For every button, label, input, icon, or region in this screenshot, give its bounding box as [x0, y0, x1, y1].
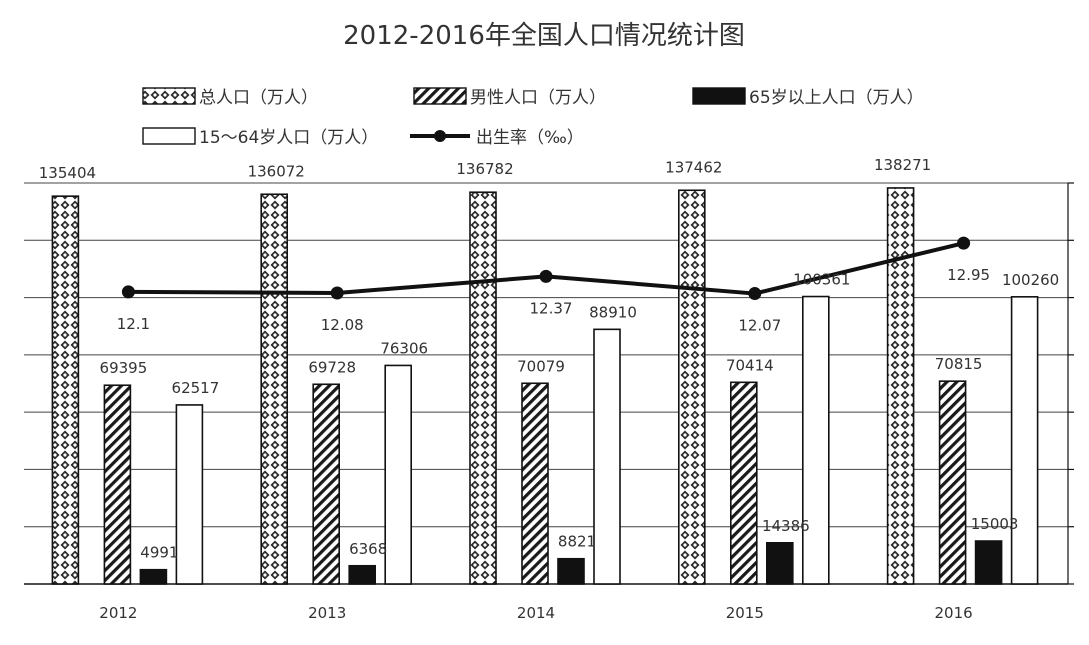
birth-rate-point — [748, 287, 762, 301]
data-labels: 135404 136072 136782 137462 138271 69395 69728… — [39, 156, 1059, 562]
bar-value-label: 69395 — [100, 359, 148, 377]
bar-value-label: 70079 — [517, 357, 565, 375]
bar-value-label: 14386 — [762, 517, 810, 535]
bar-dots — [886, 187, 915, 585]
bar-empty — [384, 364, 413, 585]
bar-value-label: 15003 — [971, 515, 1019, 533]
birth-rate-label: 12.1 — [117, 315, 150, 333]
bar-value-label: 70815 — [935, 355, 983, 373]
birth-rate-label: 12.95 — [947, 266, 990, 284]
bar-empty — [593, 328, 621, 585]
bar-value-label: 136782 — [456, 160, 513, 178]
x-tick-label: 2015 — [726, 604, 764, 622]
bars — [51, 187, 1039, 585]
legend-label: 65岁以上人口（万人） — [749, 88, 924, 108]
birth-rate-point — [539, 269, 553, 283]
legend-label: 总人口（万人） — [199, 88, 318, 108]
birth-rate-label: 12.08 — [321, 316, 364, 334]
birth-rate-line — [121, 236, 971, 301]
bar-value-label: 136072 — [248, 162, 305, 180]
bar-value-label: 69728 — [308, 358, 356, 376]
bar-dots — [51, 195, 80, 585]
bar-dots — [469, 191, 497, 585]
bar-value-label: 100361 — [793, 271, 850, 289]
legend-swatch-hatch — [413, 87, 467, 105]
birth-rate-label: 12.37 — [530, 299, 573, 317]
birth-rate-point — [121, 285, 135, 299]
bar-empty — [175, 404, 204, 585]
bar-empty — [1010, 296, 1039, 585]
chart-title: 2012-2016年全国人口情况统计图 — [343, 21, 745, 51]
bar-solid — [348, 564, 377, 585]
birth-rate-label: 12.07 — [738, 317, 781, 335]
bar-dots — [260, 193, 289, 585]
legend-swatch-dots — [142, 87, 196, 105]
bar-value-label: 6368 — [349, 540, 387, 558]
legend-swatch-solid — [692, 87, 746, 105]
bar-value-label: 4991 — [140, 544, 178, 562]
x-tick-label: 2016 — [935, 604, 973, 622]
bar-hatch — [521, 382, 549, 585]
legend-label: 出生率（‰） — [476, 128, 584, 148]
legend-label: 男性人口（万人） — [470, 88, 606, 108]
bar-value-label: 135404 — [39, 164, 96, 182]
legend-label: 15～64岁人口（万人） — [199, 128, 378, 148]
bar-value-label: 137462 — [665, 158, 722, 176]
bar-value-label: 88910 — [589, 303, 637, 321]
bar-hatch — [938, 380, 967, 585]
bar-value-label: 8821 — [558, 533, 596, 551]
bar-value-label: 100260 — [1002, 271, 1059, 289]
bar-value-label: 76306 — [380, 339, 428, 357]
x-tick-label: 2012 — [99, 604, 137, 622]
legend-swatch-marker — [434, 130, 446, 142]
bar-value-label: 138271 — [874, 156, 931, 174]
x-axis: 2012 2013 2014 2015 2016 — [99, 604, 972, 622]
bar-solid — [974, 540, 1003, 585]
bar-hatch — [729, 381, 758, 585]
bar-value-label: 70414 — [726, 356, 774, 374]
bar-dots — [677, 189, 706, 585]
bar-hatch — [103, 384, 132, 585]
birth-rate-point — [957, 236, 971, 250]
x-tick-label: 2013 — [308, 604, 346, 622]
bar-hatch — [312, 383, 341, 585]
legend-swatch-empty — [142, 127, 196, 145]
bar-solid — [557, 557, 585, 585]
bar-empty — [801, 295, 830, 585]
birth-rate-point — [330, 286, 344, 300]
legend: 总人口（万人） 男性人口（万人） 65岁以上人口（万人） 15～64岁人口（万人） 出生… — [142, 87, 924, 148]
bar-solid — [765, 541, 794, 585]
bar-value-label: 62517 — [172, 379, 220, 397]
bar-solid — [139, 568, 168, 585]
x-tick-label: 2014 — [517, 604, 555, 622]
